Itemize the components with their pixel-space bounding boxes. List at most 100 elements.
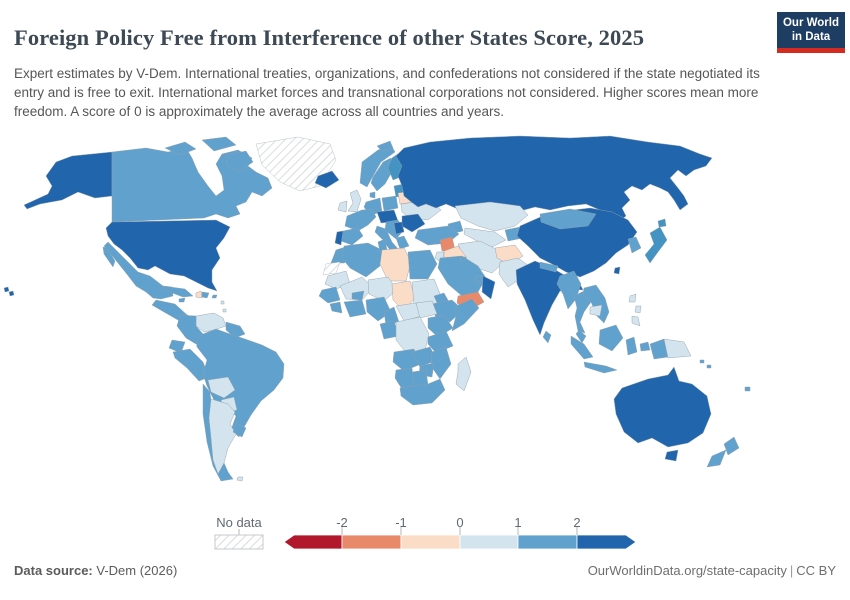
legend-bin-blue1: [517, 534, 578, 550]
country-nepal-bhutan[interactable]: [539, 261, 559, 273]
page-title: Foreign Policy Free from Interference of…: [14, 25, 645, 51]
country-western-sahara[interactable]: [322, 261, 341, 276]
country-uae-qatar[interactable]: [474, 275, 485, 285]
country-egypt[interactable]: [407, 249, 438, 280]
country-mongolia[interactable]: [539, 208, 597, 230]
country-borneo[interactable]: [598, 324, 624, 352]
country-papua-new-guinea[interactable]: [663, 338, 692, 359]
country-romania-bulgaria[interactable]: [401, 213, 426, 233]
country-united-kingdom[interactable]: [347, 189, 362, 213]
country-serbia[interactable]: [393, 221, 405, 235]
country-iceland[interactable]: [314, 170, 340, 189]
country-solomon-islands[interactable]: [699, 359, 712, 369]
country-arctic-island-2[interactable]: [201, 136, 237, 152]
country-alaska[interactable]: [23, 151, 113, 210]
country-greece[interactable]: [395, 235, 410, 250]
legend-bin-blue2: [576, 534, 637, 550]
data-source-label: Data source:: [14, 563, 93, 578]
chart-subtitle: Expert estimates by V-Dem. International…: [14, 65, 760, 119]
country-sri-lanka[interactable]: [542, 330, 552, 344]
country-hawaii[interactable]: [3, 286, 15, 297]
country-kuwait[interactable]: [459, 256, 467, 262]
country-arctic-island-1[interactable]: [164, 141, 197, 156]
country-china[interactable]: [516, 207, 638, 278]
country-new-zealand[interactable]: [706, 436, 740, 468]
country-senegal-guinea[interactable]: [318, 286, 341, 304]
country-cuba[interactable]: [162, 285, 194, 298]
country-greenland[interactable]: [255, 136, 337, 192]
legend-bin-red: [283, 534, 343, 550]
no-data-swatch[interactable]: [214, 534, 264, 550]
country-lesser-antilles[interactable]: [220, 300, 227, 313]
country-taiwan[interactable]: [613, 266, 621, 275]
country-philippines[interactable]: [628, 293, 642, 327]
country-ivory-coast-ghana[interactable]: [343, 299, 367, 318]
country-libya[interactable]: [379, 247, 412, 282]
country-jamaica[interactable]: [178, 297, 186, 303]
country-sumatra[interactable]: [570, 335, 594, 360]
country-russia[interactable]: [395, 135, 713, 223]
country-korea[interactable]: [627, 236, 642, 254]
map-legend: No data -2 -1 0 1 2: [214, 515, 637, 550]
logo-line2: in Data: [791, 31, 831, 43]
data-source: Data source: V-Dem (2026): [14, 563, 177, 578]
legend-tick-labels: -2 -1 0 1 2: [336, 515, 580, 530]
country-spain[interactable]: [340, 227, 364, 246]
tick-label-minus2: -2: [336, 515, 348, 530]
country-namibia[interactable]: [394, 367, 415, 390]
tick-label-minus1: -1: [395, 515, 407, 530]
country-france[interactable]: [344, 208, 377, 232]
owid-logo[interactable]: Our World in Data: [777, 12, 845, 53]
country-dominican-republic[interactable]: [201, 291, 210, 299]
country-south-africa[interactable]: [399, 378, 446, 406]
country-australia[interactable]: [613, 366, 712, 448]
country-niger[interactable]: [367, 276, 398, 302]
country-cambodia[interactable]: [589, 304, 603, 317]
owid-url-link[interactable]: OurWorldinData.org/state-capacity: [587, 563, 787, 578]
footer: Data source: V-Dem (2026) OurWorldinData…: [14, 563, 836, 578]
country-denmark[interactable]: [369, 191, 376, 199]
country-ireland[interactable]: [337, 200, 348, 213]
country-java[interactable]: [583, 361, 618, 374]
country-peru[interactable]: [172, 348, 210, 382]
country-madagascar[interactable]: [455, 356, 472, 392]
country-falkland-islands[interactable]: [236, 476, 244, 482]
country-japan[interactable]: [644, 218, 668, 264]
logo-line1: Our World: [782, 16, 839, 29]
country-somalia[interactable]: [451, 298, 480, 332]
world-choropleth-map[interactable]: [0, 128, 850, 510]
country-poland[interactable]: [381, 195, 399, 212]
country-mexico[interactable]: [103, 241, 174, 300]
data-source-value: V-Dem (2026): [92, 563, 178, 578]
country-uruguay[interactable]: [232, 422, 247, 438]
country-portugal[interactable]: [334, 230, 344, 246]
legend-bin-orange: [341, 534, 402, 550]
country-mali[interactable]: [339, 276, 374, 301]
country-laos-vietnam[interactable]: [582, 284, 610, 324]
country-guyanas[interactable]: [225, 321, 246, 339]
country-svalbard[interactable]: [376, 140, 394, 152]
country-usa[interactable]: [105, 219, 231, 292]
country-baffin-island[interactable]: [225, 150, 254, 173]
country-argentina[interactable]: [208, 398, 237, 475]
country-puerto-rico[interactable]: [211, 294, 218, 299]
country-kazakhstan[interactable]: [454, 201, 529, 232]
legend-color-bar[interactable]: [283, 534, 637, 550]
legend-bin-blue0: [459, 534, 519, 550]
country-south-sudan[interactable]: [415, 300, 438, 319]
country-sierra-leone-liberia[interactable]: [329, 301, 343, 314]
tick-label-zero: 0: [456, 515, 463, 530]
country-algeria[interactable]: [341, 242, 383, 278]
country-bolivia[interactable]: [207, 376, 236, 399]
country-venezuela[interactable]: [195, 312, 227, 333]
country-baja-california[interactable]: [102, 246, 116, 268]
legend-bin-peach: [400, 534, 461, 550]
country-oman[interactable]: [481, 275, 496, 300]
country-sweden[interactable]: [370, 157, 394, 192]
country-fiji[interactable]: [744, 386, 751, 392]
country-sulawesi[interactable]: [625, 336, 651, 356]
country-haiti[interactable]: [195, 290, 203, 299]
country-tasmania[interactable]: [664, 449, 679, 462]
license-link[interactable]: CC BY: [796, 563, 836, 578]
